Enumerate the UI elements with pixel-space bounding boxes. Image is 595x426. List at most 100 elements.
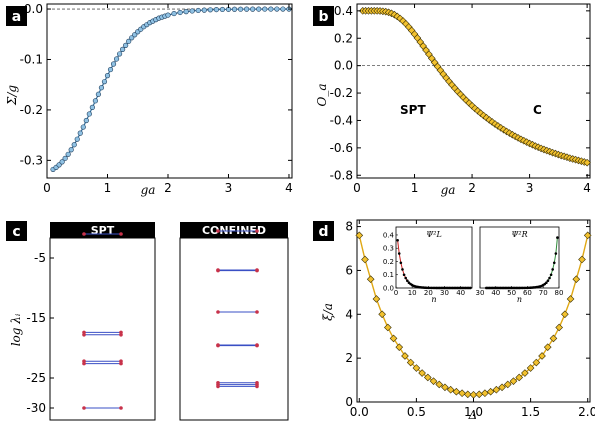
panel-d-ytick-label: 2	[345, 351, 353, 365]
panel-a-xtick-label: 2	[164, 181, 172, 195]
panel-d-point	[521, 369, 529, 377]
panel-d-inset-xtick-label: 30	[476, 289, 485, 297]
panel-b-xtick-label: 2	[468, 181, 476, 195]
panel-c-ytick-label: -5	[34, 251, 46, 265]
panel-a-point	[68, 147, 74, 153]
panel-d-inset-xtick-label: 80	[555, 289, 564, 297]
panel-a-ytick-label: -0.3	[20, 153, 43, 167]
panel-b-ytick-label: -0.2	[330, 86, 353, 100]
panel-d-inset-point-0	[469, 286, 472, 290]
panel-c-point	[255, 310, 259, 314]
panel-b-ytick-label: 0.4	[334, 4, 353, 18]
panel-d-point	[498, 383, 506, 392]
panel-d-inset-xtick-label: 0	[394, 289, 398, 297]
panel-b-region-spt: SPT	[400, 103, 426, 117]
panel-d-inset-xtick-label: 50	[507, 289, 516, 297]
panel-d-point	[361, 255, 369, 264]
panel-d-inset-point-1	[546, 279, 550, 283]
panel-a-point	[86, 111, 92, 117]
panel-c-label: c	[12, 224, 20, 240]
panel-d-xtick-label: 1.0	[464, 405, 483, 419]
panel-d-badge	[313, 221, 334, 241]
panel-d-point	[435, 380, 444, 389]
panel-c-badge	[6, 221, 27, 241]
panel-d-inset-frame-1	[479, 226, 560, 289]
panel-d-point	[475, 390, 484, 399]
panel-a-point	[165, 12, 171, 18]
panel-d-inset-frame-0	[395, 226, 473, 289]
panel-b-label: b	[318, 9, 328, 25]
panel-d-inset-xtick-label: 30	[440, 289, 449, 297]
panel-a-xlabel: ga	[141, 183, 156, 197]
panel-a-label: a	[12, 9, 21, 25]
panel-b-xtick-label: 1	[411, 181, 419, 195]
panel-d-inset-point-1	[549, 273, 553, 277]
panel-b-xtick-label: 0	[353, 181, 361, 195]
panel-a-point	[116, 51, 123, 57]
panel-a-point	[268, 6, 274, 12]
panel-b-ytick-label: -0.4	[330, 113, 353, 127]
panel-a-point	[107, 66, 114, 73]
panel-b-xlabel: ga	[441, 183, 456, 197]
panel-c-point	[119, 361, 123, 366]
panel-a-point	[274, 6, 280, 12]
panel-a-xtick-label: 3	[225, 181, 233, 195]
panel-b-region-c: C	[533, 103, 542, 117]
panel-d-point	[366, 275, 375, 284]
panel-d-point	[509, 377, 518, 385]
panel-d-inset-point-1	[548, 276, 551, 280]
panel-d-point	[458, 389, 466, 398]
panel-b-xtick-label: 3	[526, 181, 534, 195]
panel-c-point	[216, 268, 220, 273]
panel-a-point	[62, 155, 68, 161]
panel-c-point	[82, 361, 86, 366]
panel-d-ytick-label: 8	[345, 220, 353, 234]
panel-c-point	[255, 384, 259, 389]
panel-a-point	[250, 6, 256, 12]
panel-c-frame-0	[49, 237, 156, 421]
panel-c-ylabel: log λᵢ	[9, 313, 23, 346]
panel-d-point	[384, 323, 392, 332]
panel-a-point	[213, 6, 219, 13]
panel-d-point	[423, 373, 432, 382]
panel-d-point	[446, 385, 455, 394]
panel-d-point	[395, 343, 404, 351]
panel-d-point	[481, 389, 489, 398]
panel-a-point	[129, 35, 135, 41]
panel-c-point	[216, 229, 220, 233]
panel-a-point	[98, 85, 105, 91]
panel-a-point	[110, 61, 117, 67]
panel-a-curve	[52, 8, 289, 170]
panel-d-point	[418, 369, 426, 377]
panel-a-point	[126, 38, 132, 44]
panel-d-xtick-label: 0.5	[407, 405, 426, 419]
panel-d-point	[538, 352, 546, 360]
panel-a-point	[256, 6, 262, 12]
panel-c-point	[255, 229, 259, 233]
panel-d-point	[469, 390, 478, 399]
panel-a-point	[59, 159, 65, 165]
panel-d-point	[463, 390, 472, 399]
panel-d-inset-point-1	[545, 281, 548, 284]
panel-d-inset-xtick-label: 60	[523, 289, 532, 297]
panel-d-inset-point-0	[402, 273, 406, 277]
panel-d-inset-ytick-label: 0.2	[383, 258, 394, 266]
panel-d-inset-ytick-label: 0.4	[383, 231, 395, 239]
panel-b-xtick-label: 4	[583, 181, 591, 195]
panel-d-inset-point-1	[556, 236, 559, 239]
panel-a-point	[71, 142, 77, 148]
panel-c-ytick-label: -25	[26, 371, 46, 385]
panel-a-point	[195, 7, 201, 14]
panel-c-point	[216, 343, 220, 348]
panel-a-point	[65, 151, 71, 157]
panel-d-point	[578, 255, 586, 264]
panel-d-inset-title-1: Ψ²R	[511, 230, 527, 239]
panel-d-inset-point-0	[397, 252, 401, 255]
panel-d-ylabel: ξ/a	[321, 303, 335, 321]
panel-a-point	[104, 73, 111, 79]
panel-d-point	[406, 358, 415, 367]
panel-b-ylabel: O_a	[315, 84, 329, 107]
panel-a-point	[120, 46, 126, 52]
panel-a-point	[201, 7, 207, 13]
